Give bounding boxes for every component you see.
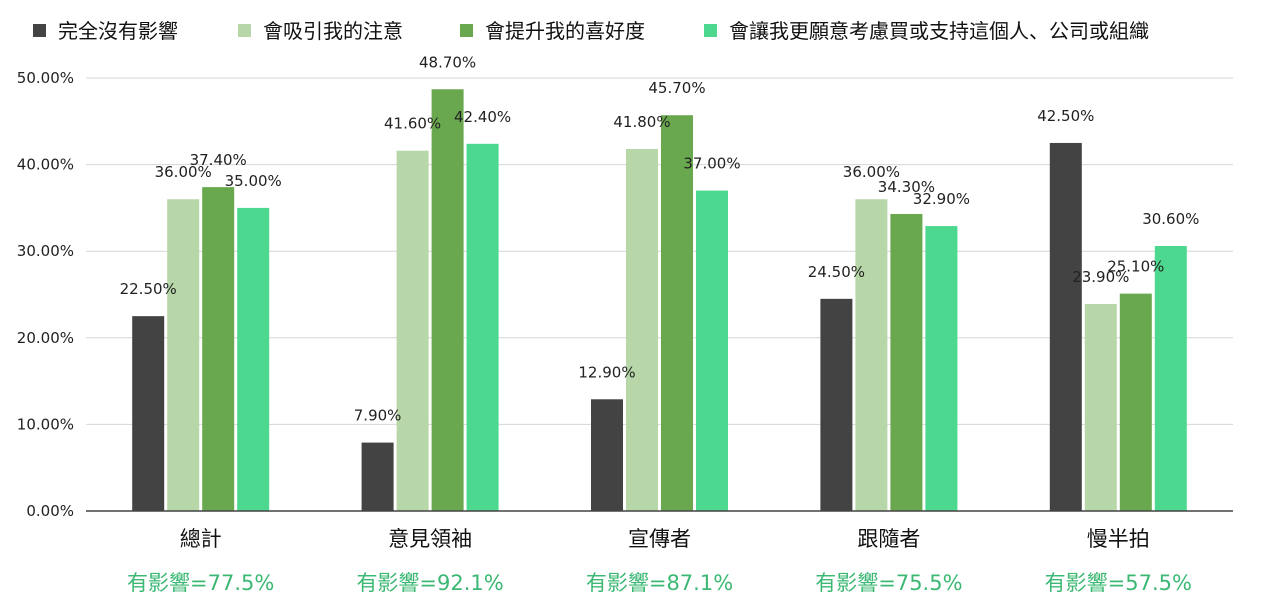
data-label: 22.50% — [120, 280, 177, 298]
bar — [431, 89, 464, 512]
legend-swatch-3 — [460, 24, 473, 37]
data-label: 36.00% — [843, 163, 900, 181]
data-label: 42.40% — [454, 108, 511, 126]
legend-label-1: 完全沒有影響 — [58, 19, 178, 43]
bar — [591, 399, 623, 511]
legend-label-2: 會吸引我的注意 — [263, 19, 403, 43]
x-category-label: 宣傳者 — [628, 527, 691, 551]
data-label: 23.90% — [1072, 268, 1129, 286]
data-label: 41.60% — [384, 115, 441, 133]
data-label: 37.40% — [190, 151, 247, 169]
y-tick-label: 30.00% — [17, 242, 74, 260]
x-category-label: 慢半拍 — [1087, 527, 1150, 551]
data-label: 36.00% — [155, 163, 212, 181]
y-tick-label: 0.00% — [26, 502, 74, 520]
data-label: 7.90% — [354, 407, 402, 425]
x-category-label: 意見領袖 — [388, 527, 472, 551]
data-label: 12.90% — [578, 363, 635, 381]
data-label: 25.10% — [1107, 258, 1164, 276]
bar — [132, 316, 165, 511]
legend-swatch-4 — [704, 24, 717, 37]
x-category-label: 跟隨者 — [857, 527, 920, 551]
bar — [202, 187, 235, 511]
bar — [626, 149, 658, 511]
bar — [890, 213, 923, 511]
impact-summary-label: 有影響=57.5% — [1045, 571, 1192, 595]
data-label: 37.00% — [683, 155, 740, 173]
bar — [661, 115, 693, 511]
bar — [1154, 246, 1187, 511]
y-tick-label: 40.00% — [17, 156, 74, 174]
y-tick-label: 50.00% — [17, 69, 74, 87]
bar — [855, 199, 888, 512]
bar — [1084, 304, 1117, 511]
bar — [820, 298, 853, 511]
bar — [167, 199, 200, 512]
bar — [925, 226, 958, 511]
data-label: 35.00% — [225, 172, 282, 190]
bar — [696, 190, 728, 511]
bar — [1049, 142, 1082, 511]
bar — [466, 143, 499, 512]
data-label: 34.30% — [878, 178, 935, 196]
bar — [361, 442, 394, 511]
impact-summary-label: 有影響=77.5% — [127, 571, 274, 595]
impact-summary-label: 有影響=87.1% — [586, 571, 733, 595]
bar — [1119, 293, 1152, 511]
data-label: 32.90% — [913, 190, 970, 208]
data-label: 24.50% — [808, 263, 865, 281]
data-label: 42.50% — [1037, 107, 1094, 125]
bar — [237, 207, 270, 511]
legend-swatch-1 — [33, 24, 46, 37]
data-label: 30.60% — [1142, 210, 1199, 228]
data-label: 41.80% — [613, 113, 670, 131]
data-label: 48.70% — [419, 53, 476, 71]
legend-swatch-2 — [238, 24, 251, 37]
impact-summary-label: 有影響=92.1% — [356, 571, 503, 595]
bar — [396, 150, 429, 511]
legend-label-4: 會讓我更願意考慮買或支持這個人、公司或組織 — [729, 19, 1149, 43]
y-tick-label: 20.00% — [17, 329, 74, 347]
data-label: 45.70% — [648, 79, 705, 97]
y-tick-label: 10.00% — [17, 415, 74, 433]
legend-label-3: 會提升我的喜好度 — [485, 19, 645, 43]
x-category-label: 總計 — [180, 527, 222, 551]
impact-summary-label: 有影響=75.5% — [815, 571, 962, 595]
